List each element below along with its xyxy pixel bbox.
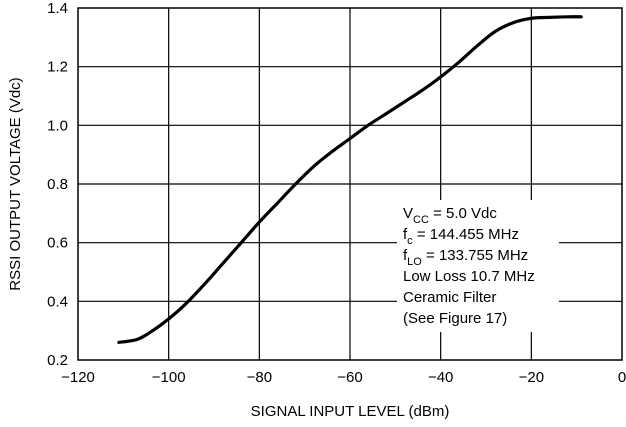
- x-axis-title: SIGNAL INPUT LEVEL (dBm): [251, 403, 450, 420]
- x-axis-ticks: −120 −100 −80 −60 −40 −20 0: [61, 369, 626, 386]
- annotation-line: Ceramic Filter: [403, 289, 496, 306]
- x-tick-label: −80: [247, 369, 272, 386]
- y-tick-label: 0.6: [47, 235, 68, 252]
- annotation-line: (See Figure 17): [403, 310, 507, 327]
- y-tick-label: 1.4: [47, 0, 68, 17]
- x-tick-label: −60: [337, 369, 362, 386]
- y-axis-title: RSSI OUTPUT VOLTAGE (Vdc): [7, 77, 24, 290]
- plot-frame: [77, 7, 623, 361]
- y-tick-label: 1.2: [47, 59, 68, 76]
- annotation-line: Low Loss 10.7 MHz: [403, 268, 535, 285]
- annotation-line: fc = 144.455 MHz: [403, 226, 519, 247]
- annotation-line: fLO = 133.755 MHz: [403, 247, 528, 268]
- series-line: [117, 15, 583, 344]
- x-tick-label: 0: [618, 369, 626, 386]
- x-tick-label: −120: [61, 369, 95, 386]
- y-tick-label: 1.0: [47, 117, 68, 134]
- series: [117, 15, 583, 344]
- y-tick-label: 0.8: [47, 176, 68, 193]
- y-tick-label: 0.2: [47, 352, 68, 369]
- annotation-background: [397, 200, 559, 332]
- x-tick-label: −20: [519, 369, 544, 386]
- y-axis-ticks: 0.2 0.4 0.6 0.8 1.0 1.2 1.4: [47, 0, 68, 369]
- y-tick-label: 0.4: [47, 293, 68, 310]
- x-tick-label: −40: [428, 369, 453, 386]
- x-tick-label: −100: [152, 369, 186, 386]
- annotation-line: VCC = 5.0 Vdc: [403, 205, 497, 226]
